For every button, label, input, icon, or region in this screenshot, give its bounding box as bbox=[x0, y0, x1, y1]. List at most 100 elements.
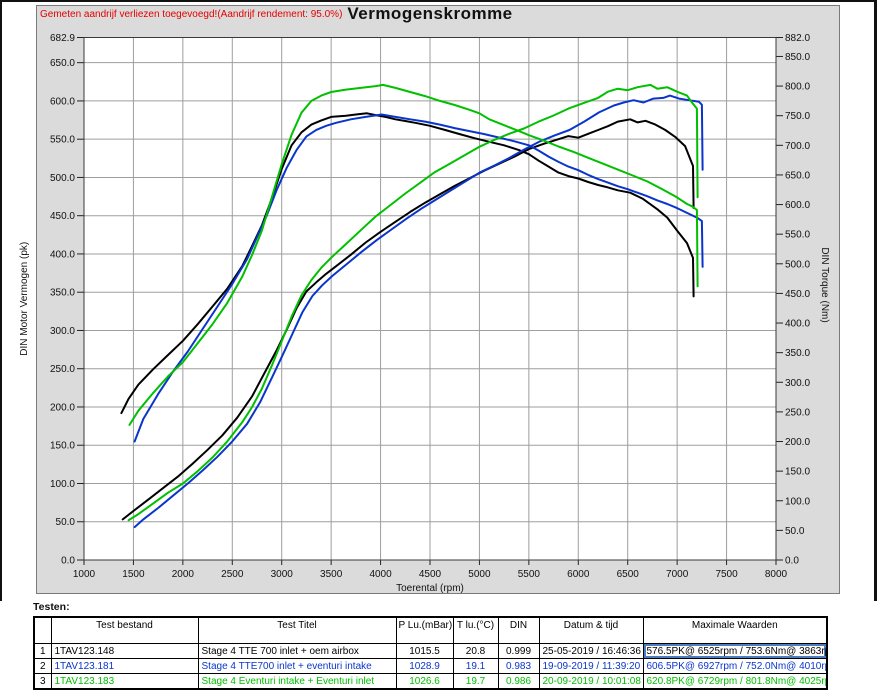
x-tick-label: 7000 bbox=[666, 569, 689, 580]
y-right-tick-label: 850.0 bbox=[785, 52, 810, 63]
table-header-row: Test bestand Test Titel P Lu.(mBar) T lu.(°… bbox=[33, 616, 828, 644]
y-left-axis-title: DIN Motor Vermogen (pk) bbox=[19, 242, 30, 356]
x-axis-title: Toerental (rpm) bbox=[396, 583, 464, 594]
cell-t_lu-row3[interactable]: 19.7 bbox=[452, 673, 499, 690]
power-curve-chart: 682.9 650.0 600.0 550.0 500.0 450.0 400.0 350.0… bbox=[19, 33, 830, 594]
col-header-Test bestand: Test bestand bbox=[50, 616, 199, 644]
y-right-tick-label: 150.0 bbox=[785, 467, 810, 478]
power-curve-1 bbox=[121, 118, 695, 521]
y-right-tick-label: 550.0 bbox=[785, 230, 810, 241]
y-right-tick-label: 250.0 bbox=[785, 407, 810, 418]
cell-t_lu-row2[interactable]: 19.1 bbox=[452, 658, 499, 674]
x-tick-label: 6000 bbox=[567, 569, 590, 580]
y-right-tick-label: 350.0 bbox=[785, 348, 810, 359]
x-tick-label: 2000 bbox=[172, 569, 195, 580]
col-header-num bbox=[33, 616, 52, 644]
y-left-tick-label: 400.0 bbox=[50, 249, 75, 260]
cell-max-row3[interactable]: 620.8PK@ 6729rpm / 801.8Nm@ 4025rpm bbox=[642, 673, 828, 690]
y-left-tick-label: 650.0 bbox=[50, 58, 75, 69]
y-right-tick-label: 882.0 bbox=[785, 33, 810, 44]
y-left-tick-label: 550.0 bbox=[50, 135, 75, 146]
x-tick-label: 5500 bbox=[518, 569, 541, 580]
x-tick-label: 3500 bbox=[320, 569, 343, 580]
y-left-tick-label: 200.0 bbox=[50, 402, 75, 413]
cell-din-row1[interactable]: 0.999 bbox=[497, 643, 540, 659]
y-left-tick-label: 300.0 bbox=[50, 326, 75, 337]
plot-border bbox=[83, 37, 777, 561]
test-row-2[interactable]: 2 1TAV123.181 Stage 4 TTE700 inlet + event… bbox=[33, 658, 828, 674]
y-right-tick-label: 700.0 bbox=[785, 141, 810, 152]
drivetrain-loss-warning: Gemeten aandrijf verliezen toegevoegd!(A… bbox=[40, 9, 343, 20]
col-header-T lu.(°C): T lu.(°C) bbox=[452, 616, 499, 644]
cell-datum-row2[interactable]: 19-09-2019 / 11:39:20 bbox=[538, 658, 644, 674]
cell-din-row2[interactable]: 0.983 bbox=[497, 658, 540, 674]
cell-datum-row1[interactable]: 25-05-2019 / 16:46:36 bbox=[538, 643, 644, 659]
cell-p_lu-row1[interactable]: 1015.5 bbox=[395, 643, 454, 659]
col-header-Test Titel: Test Titel bbox=[197, 616, 397, 644]
power-curve-2 bbox=[133, 94, 704, 529]
y-left-tick-label: 450.0 bbox=[50, 211, 75, 222]
y-left-tick-label: 682.9 bbox=[50, 33, 75, 44]
cell-p_lu-row2[interactable]: 1028.9 bbox=[395, 658, 454, 674]
power-curve-3 bbox=[127, 83, 699, 522]
cell-din-row3[interactable]: 0.986 bbox=[497, 673, 540, 690]
cell-num-row1[interactable]: 1 bbox=[33, 643, 52, 659]
y-right-tick-label: 650.0 bbox=[785, 170, 810, 181]
tests-table: Test bestand Test Titel P Lu.(mBar) T lu.(°… bbox=[33, 616, 828, 690]
col-header-DIN: DIN bbox=[497, 616, 540, 644]
y-right-tick-label: 800.0 bbox=[785, 82, 810, 93]
col-header-Maximale Waarden: Maximale Waarden bbox=[642, 616, 828, 644]
cell-datum-row3[interactable]: 20-09-2019 / 10:01:08 bbox=[538, 673, 644, 690]
y-right-tick-label: 600.0 bbox=[785, 200, 810, 211]
torque-curve-1 bbox=[120, 112, 695, 415]
page-right-border bbox=[874, 0, 877, 601]
test-row-1[interactable]: 1 1TAV123.148 Stage 4 TTE 700 inlet + oem … bbox=[33, 643, 828, 659]
x-tick-label: 4500 bbox=[419, 569, 442, 580]
y-right-tick-label: 0.0 bbox=[785, 556, 799, 567]
cell-p_lu-row3[interactable]: 1026.6 bbox=[395, 673, 454, 690]
y-right-tick-label: 200.0 bbox=[785, 437, 810, 448]
x-tick-label: 2500 bbox=[221, 569, 244, 580]
cell-max-row1[interactable]: 576.5PK@ 6525rpm / 753.6Nm@ 3863rpm bbox=[642, 643, 828, 659]
y-left-tick-label: 50.0 bbox=[56, 517, 76, 528]
y-right-tick-label: 300.0 bbox=[785, 378, 810, 389]
x-tick-label: 3000 bbox=[271, 569, 294, 580]
x-tick-label: 5000 bbox=[468, 569, 491, 580]
cell-num-row2[interactable]: 2 bbox=[33, 658, 52, 674]
cell-file-row1[interactable]: 1TAV123.148 bbox=[50, 643, 199, 659]
cell-title-row2[interactable]: Stage 4 TTE700 inlet + eventuri intake bbox=[197, 658, 397, 674]
x-tick-label: 8000 bbox=[765, 569, 788, 580]
y-left-tick-label: 600.0 bbox=[50, 96, 75, 107]
y-right-tick-label: 50.0 bbox=[785, 526, 805, 537]
y-right-tick-label: 450.0 bbox=[785, 289, 810, 300]
cell-file-row2[interactable]: 1TAV123.181 bbox=[50, 658, 199, 674]
y-left-tick-label: 250.0 bbox=[50, 364, 75, 375]
y-right-tick-label: 100.0 bbox=[785, 496, 810, 507]
y-left-tick-label: 0.0 bbox=[61, 556, 75, 567]
x-tick-label: 1000 bbox=[73, 569, 96, 580]
cell-t_lu-row1[interactable]: 20.8 bbox=[452, 643, 499, 659]
cell-num-row3[interactable]: 3 bbox=[33, 673, 52, 690]
y-left-tick-label: 500.0 bbox=[50, 173, 75, 184]
tests-section-label: Testen: bbox=[33, 601, 70, 613]
torque-curve-3 bbox=[128, 83, 699, 426]
y-left-tick-label: 150.0 bbox=[50, 441, 75, 452]
y-right-axis-title: DIN Torque (Nm) bbox=[819, 247, 830, 322]
y-left-tick-label: 350.0 bbox=[50, 288, 75, 299]
cell-title-row3[interactable]: Stage 4 Eventuri intake + Eventuri inlet bbox=[197, 673, 397, 690]
col-header-P Lu.(mBar): P Lu.(mBar) bbox=[395, 616, 454, 644]
y-right-tick-label: 750.0 bbox=[785, 111, 810, 122]
x-tick-label: 6500 bbox=[617, 569, 640, 580]
y-right-tick-label: 500.0 bbox=[785, 259, 810, 270]
col-header-Datum & tijd: Datum & tijd bbox=[538, 616, 644, 644]
x-tick-label: 1500 bbox=[122, 569, 145, 580]
cell-file-row3[interactable]: 1TAV123.183 bbox=[50, 673, 199, 690]
test-row-3[interactable]: 3 1TAV123.183 Stage 4 Eventuri intake + Ev… bbox=[33, 673, 828, 690]
x-tick-label: 7500 bbox=[715, 569, 738, 580]
cell-title-row1[interactable]: Stage 4 TTE 700 inlet + oem airbox bbox=[197, 643, 397, 659]
torque-curve-2 bbox=[133, 113, 704, 443]
chart-title: Vermogenskromme bbox=[347, 4, 513, 23]
page-top-border bbox=[0, 0, 877, 2]
cell-max-row2[interactable]: 606.5PK@ 6927rpm / 752.0Nm@ 4010rpm bbox=[642, 658, 828, 674]
y-left-tick-label: 100.0 bbox=[50, 479, 75, 490]
